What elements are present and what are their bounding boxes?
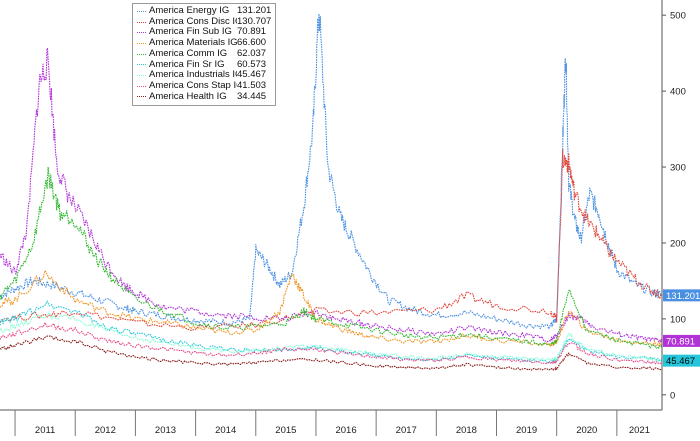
series-line-america-industrials-ig bbox=[0, 312, 663, 362]
legend-item: America Industrials IG 45.467 bbox=[137, 70, 271, 81]
legend-item-value: 41.503 bbox=[237, 79, 267, 91]
legend-item-value: 60.573 bbox=[237, 58, 267, 70]
y-tick-label: 100 bbox=[670, 314, 686, 325]
legend-item: America Cons Disc IG 130.707 bbox=[137, 15, 272, 28]
y-tick-label: 200 bbox=[670, 238, 686, 249]
legend-swatch bbox=[137, 42, 146, 44]
y-tick-label: 400 bbox=[670, 87, 686, 98]
legend-item-value: 131.201 bbox=[237, 5, 272, 16]
series-line-america-comm-ig bbox=[0, 166, 663, 349]
y-tick-label: 300 bbox=[670, 163, 686, 174]
legend-swatch bbox=[137, 64, 146, 66]
series-lines bbox=[0, 13, 663, 371]
legend-swatch bbox=[137, 85, 146, 87]
legend-item-name: America Industrials IG bbox=[149, 70, 237, 81]
x-tick-label: 2012 bbox=[95, 425, 116, 436]
series-line-america-fin-sr-ig bbox=[0, 300, 663, 364]
y-tick-label: 500 bbox=[670, 11, 686, 22]
end-value-tag-bg bbox=[663, 289, 700, 302]
series-line-america-materials-ig bbox=[0, 270, 663, 347]
legend-item-name: America Fin Sr IG bbox=[149, 59, 225, 70]
end-value-tag-label: 45.467 bbox=[666, 356, 695, 367]
legend-item-value: 66.600 bbox=[237, 37, 267, 49]
legend-item-name: America Cons Stap IG bbox=[149, 80, 237, 91]
legend-swatch bbox=[137, 75, 146, 77]
legend-item: America Materials IG 66.600 bbox=[137, 37, 271, 49]
legend-swatch bbox=[137, 32, 146, 34]
legend-item-name: America Energy IG bbox=[149, 6, 230, 16]
x-tick-label: 2015 bbox=[275, 425, 296, 436]
end-value-tag-bg bbox=[663, 354, 700, 367]
y-tick-label: 0 bbox=[670, 390, 675, 401]
series-line-america-cons-stap-ig bbox=[0, 322, 663, 365]
x-axis: 2011 2012 2013 2014 2015 2016 2017 2018 2019 2020… bbox=[0, 409, 662, 436]
legend-item: America Comm IG 62.037 bbox=[137, 47, 271, 60]
x-tick-label: 2013 bbox=[155, 425, 176, 436]
legend-item: America Fin Sr IG 60.573 bbox=[137, 58, 271, 71]
legend-item-value: 130.707 bbox=[237, 15, 272, 27]
x-tick-label: 2014 bbox=[215, 425, 236, 436]
end-value-tag-label: 70.891 bbox=[666, 336, 695, 347]
legend-item-value: 45.467 bbox=[237, 69, 267, 81]
legend-item: America Health IG 34.445 bbox=[137, 90, 271, 103]
end-value-tag: 45.467 bbox=[663, 354, 700, 367]
chart-legend: America Energy IG 131.201 America Cons Dis… bbox=[132, 3, 276, 107]
x-tick-label: 2019 bbox=[516, 425, 537, 436]
end-value-tag: 131.201 bbox=[663, 289, 700, 302]
legend-item: America Energy IG 131.201 bbox=[137, 5, 272, 17]
series-line-america-health-ig bbox=[0, 335, 663, 371]
legend-item-value: 34.445 bbox=[237, 90, 267, 102]
end-value-tags: 131.201 70.891 45.467 bbox=[663, 289, 700, 367]
legend-swatch bbox=[137, 96, 146, 98]
legend-item-name: America Cons Disc IG bbox=[149, 16, 237, 27]
end-value-tag-label: 131.201 bbox=[666, 291, 700, 302]
x-tick-label: 2021 bbox=[629, 425, 650, 436]
series-line-america-fin-sub-ig bbox=[0, 47, 663, 343]
legend-item-name: America Materials IG bbox=[149, 38, 237, 49]
x-tick-label: 2020 bbox=[576, 425, 597, 436]
legend-item-name: America Comm IG bbox=[149, 48, 228, 59]
legend-item-name: America Fin Sub IG bbox=[149, 27, 232, 38]
x-tick-label: 2018 bbox=[456, 425, 477, 436]
y-axis: 0 100 200 300 400 500 bbox=[661, 0, 686, 410]
legend-swatch bbox=[137, 21, 146, 23]
legend-item: America Cons Stap IG 41.503 bbox=[137, 79, 271, 92]
legend-item: America Fin Sub IG 70.891 bbox=[137, 27, 271, 38]
legend-item-name: America Health IG bbox=[149, 91, 227, 102]
end-value-tag-bg bbox=[663, 334, 700, 347]
legend-swatch bbox=[137, 53, 146, 55]
end-value-tag: 70.891 bbox=[663, 334, 700, 347]
x-tick-label: 2017 bbox=[396, 425, 417, 436]
series-line-america-energy-ig bbox=[0, 13, 663, 330]
legend-item-value: 70.891 bbox=[237, 26, 267, 38]
legend-swatch bbox=[137, 10, 146, 12]
legend-item-value: 62.037 bbox=[237, 47, 267, 59]
x-tick-label: 2011 bbox=[35, 425, 55, 436]
x-tick-label: 2016 bbox=[335, 425, 356, 436]
